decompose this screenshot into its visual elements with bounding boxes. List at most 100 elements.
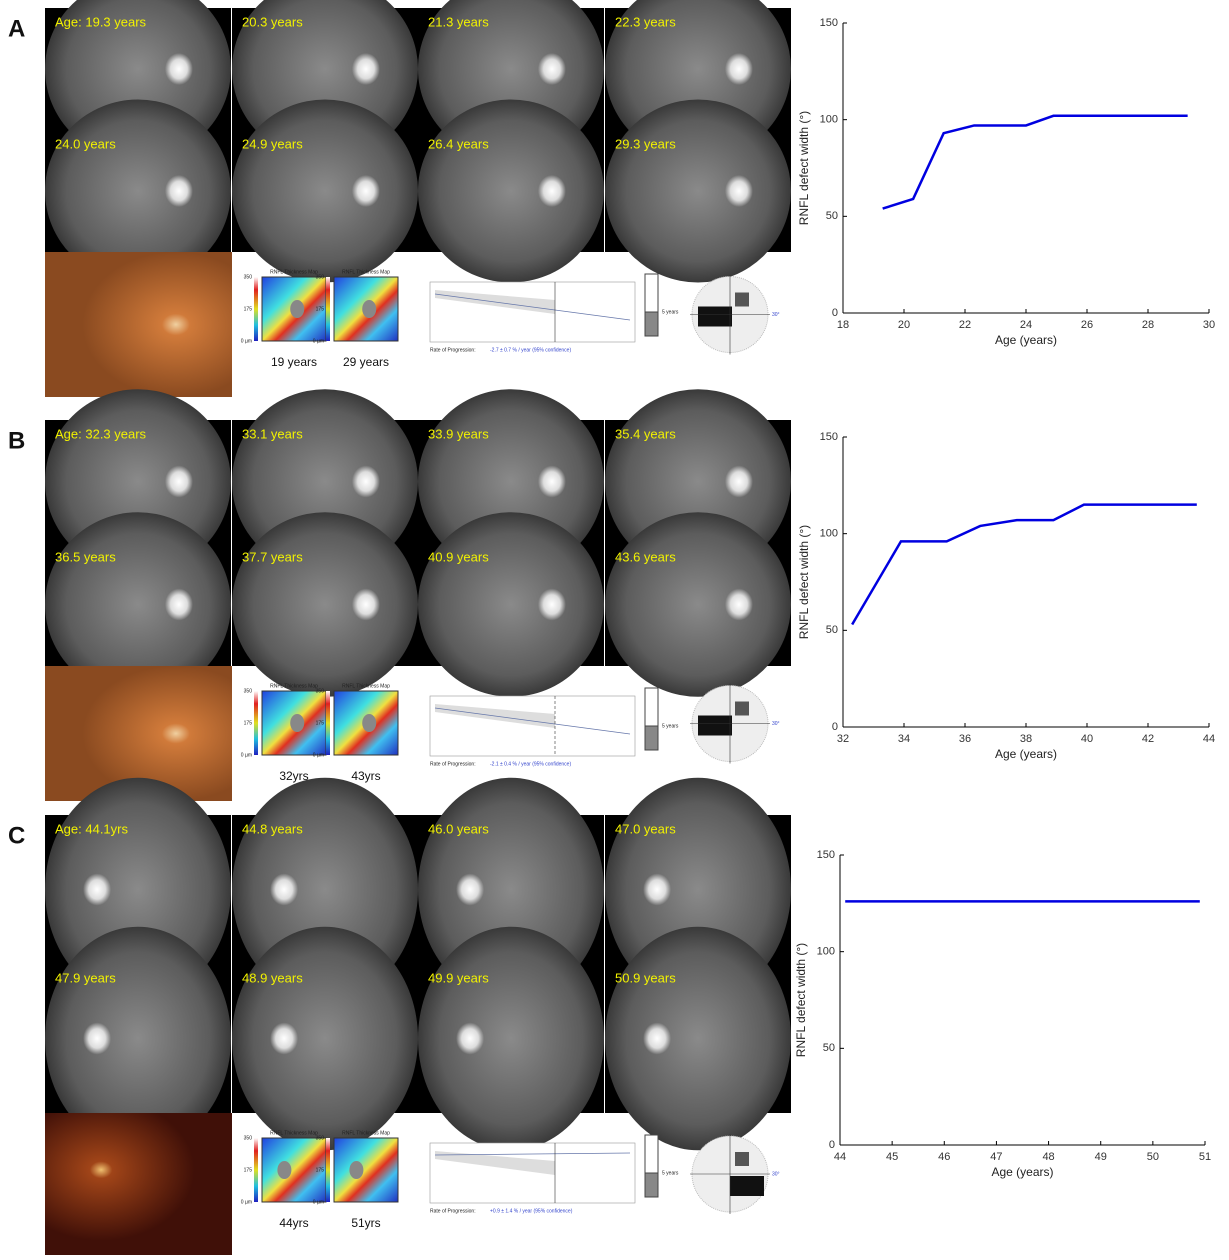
age-label: 29.3 years (615, 136, 676, 151)
optic-disc (643, 1023, 671, 1055)
panel-label: C (8, 822, 25, 849)
color-bar (326, 1138, 330, 1202)
oct-label: 51yrs (351, 1216, 380, 1230)
map-disc (362, 714, 376, 732)
x-tick-label: 51 (1199, 1151, 1211, 1163)
color-bar (326, 691, 330, 755)
scale-label: 0 µm (313, 752, 324, 758)
map-title: RNFL Thickness Map (342, 683, 390, 689)
age-label: 46.0 years (428, 821, 489, 836)
scale-label: 0 µm (313, 338, 324, 344)
scale-label: 350 (244, 274, 253, 280)
vf-defect (698, 716, 732, 736)
optic-disc (725, 466, 753, 498)
optic-disc (352, 466, 380, 498)
x-tick-label: 50 (1147, 1151, 1159, 1163)
oct-label: 19 years (271, 355, 317, 369)
y-tick-label: 150 (820, 431, 838, 443)
x-tick-label: 18 (837, 319, 849, 331)
age-label: Age: 32.3 years (55, 426, 147, 441)
horizon-fill (645, 726, 658, 750)
y-tick-label: 0 (832, 307, 838, 319)
x-tick-label: 44 (1203, 733, 1215, 745)
panel-label: B (8, 427, 25, 454)
map-title: RNFL Thickness Map (270, 269, 318, 275)
color-bar (254, 277, 258, 341)
y-tick-label: 0 (829, 1139, 835, 1151)
rate-value: -2.7 ± 0.7 % / year (95% confidence) (490, 347, 571, 353)
age-label: 44.8 years (242, 821, 303, 836)
x-tick-label: 32 (837, 733, 849, 745)
color-fundus (45, 1113, 232, 1255)
y-tick-label: 50 (826, 210, 838, 222)
vf-defect (735, 1152, 749, 1166)
progression-plot (430, 1143, 635, 1203)
optic-disc (165, 53, 193, 85)
age-label: 49.9 years (428, 970, 489, 985)
y-tick-label: 150 (820, 17, 838, 29)
map-disc (290, 714, 304, 732)
data-line (852, 505, 1197, 625)
color-bar (326, 277, 330, 341)
x-tick-label: 34 (898, 733, 910, 745)
map-title: RNFL Thickness Map (270, 1130, 318, 1136)
age-label: 35.4 years (615, 426, 676, 441)
scale-label: 350 (316, 1135, 325, 1141)
x-tick-label: 49 (1095, 1151, 1107, 1163)
optic-disc (165, 466, 193, 498)
x-tick-label: 22 (959, 319, 971, 331)
x-tick-label: 46 (938, 1151, 950, 1163)
horizon-fill (645, 1173, 658, 1197)
x-tick-label: 36 (959, 733, 971, 745)
fundus-field (418, 512, 604, 697)
optic-disc (538, 466, 566, 498)
age-label: 33.1 years (242, 426, 303, 441)
optic-disc (165, 175, 193, 207)
age-label: 20.3 years (242, 14, 303, 29)
progression-plot (430, 282, 635, 342)
y-axis-label: RNFL defect width (°) (797, 525, 811, 639)
figure: AAge: 19.3 years20.3 years21.3 years22.3… (0, 0, 1229, 1255)
x-tick-label: 40 (1081, 733, 1093, 745)
scale-label: 175 (244, 306, 253, 312)
color-bar (254, 1138, 258, 1202)
fundus-field (232, 100, 418, 283)
age-label: 24.9 years (242, 136, 303, 151)
x-tick-label: 24 (1020, 319, 1032, 331)
scale-label: 0 µm (313, 1199, 324, 1205)
map-disc (349, 1161, 363, 1179)
y-axis-label: RNFL defect width (°) (794, 943, 808, 1057)
color-bar (254, 691, 258, 755)
x-axis-label: Age (years) (995, 747, 1057, 761)
map-disc (290, 300, 304, 318)
scale-label: 175 (244, 1167, 253, 1173)
thickness-map (334, 1138, 398, 1202)
optic-disc (270, 1023, 298, 1055)
optic-disc (270, 874, 298, 906)
rate-value: -2.1 ± 0.4 % / year (95% confidence) (490, 761, 571, 767)
optic-disc (456, 874, 484, 906)
x-tick-label: 28 (1142, 319, 1154, 331)
fundus-field (232, 927, 418, 1151)
vf-label: 30° (772, 1171, 780, 1177)
x-tick-label: 47 (990, 1151, 1002, 1163)
vf-defect (735, 293, 749, 307)
map-title: RNFL Thickness Map (270, 683, 318, 689)
age-label: 36.5 years (55, 549, 116, 564)
scale-label: 175 (316, 1167, 325, 1173)
fundus-field (605, 512, 791, 697)
fundus-field (418, 100, 604, 283)
age-label: 43.6 years (615, 549, 676, 564)
x-axis-label: Age (years) (995, 333, 1057, 347)
age-label: 40.9 years (428, 549, 489, 564)
age-label: 26.4 years (428, 136, 489, 151)
optic-disc (538, 53, 566, 85)
optic-disc (352, 53, 380, 85)
x-tick-label: 30 (1203, 319, 1215, 331)
y-tick-label: 0 (832, 721, 838, 733)
x-tick-label: 44 (834, 1151, 846, 1163)
map-title: RNFL Thickness Map (342, 269, 390, 275)
age-label: 24.0 years (55, 136, 116, 151)
rate-label: Rate of Progression: (430, 1208, 476, 1214)
age-label: 21.3 years (428, 14, 489, 29)
